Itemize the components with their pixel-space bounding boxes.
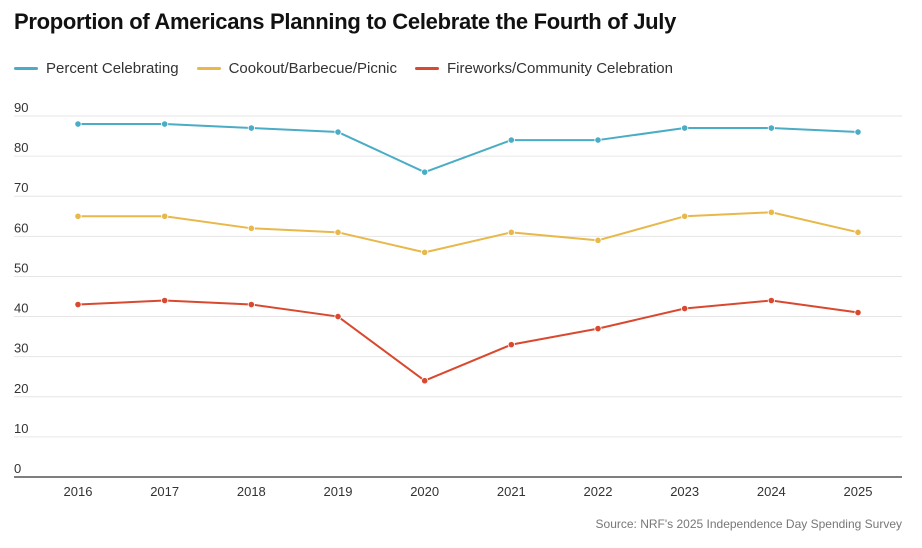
y-tick-label-80: 80 xyxy=(14,140,28,155)
series-cookout-barbecue-picnic xyxy=(74,208,862,256)
series-line-cookout-barbecue-picnic xyxy=(77,211,859,254)
data-point-fireworks-community-celebration-2020[interactable] xyxy=(421,377,429,385)
x-tick-label-2017: 2017 xyxy=(150,484,179,499)
data-point-percent-celebrating-2024[interactable] xyxy=(767,124,775,132)
data-point-cookout-barbecue-picnic-2024[interactable] xyxy=(767,208,775,216)
y-tick-label-30: 30 xyxy=(14,341,28,356)
data-point-fireworks-community-celebration-2017[interactable] xyxy=(161,296,169,305)
data-point-percent-celebrating-2020[interactable] xyxy=(421,168,429,176)
legend-item-fireworks: Fireworks/Community Celebration xyxy=(415,60,673,77)
legend-item-percent-celebrating: Percent Celebrating xyxy=(14,60,179,77)
legend-swatch-cookout xyxy=(196,67,221,70)
x-tick-label-2018: 2018 xyxy=(237,484,266,499)
data-point-percent-celebrating-2022[interactable] xyxy=(594,136,602,144)
y-tick-label-0: 0 xyxy=(14,461,21,476)
y-tick-label-60: 60 xyxy=(14,220,28,235)
data-point-cookout-barbecue-picnic-2016[interactable] xyxy=(74,212,82,220)
legend-swatch-percent-celebrating xyxy=(14,67,38,70)
data-point-fireworks-community-celebration-2022[interactable] xyxy=(594,324,602,333)
data-point-cookout-barbecue-picnic-2022[interactable] xyxy=(594,236,602,244)
y-tick-label-40: 40 xyxy=(14,301,28,316)
data-point-cookout-barbecue-picnic-2017[interactable] xyxy=(161,212,169,220)
series xyxy=(74,120,862,385)
x-tick-label-2016: 2016 xyxy=(64,484,93,499)
x-tick-label-2023: 2023 xyxy=(670,484,699,499)
legend-label-fireworks: Fireworks/Community Celebration xyxy=(447,60,673,77)
x-tick-label-2019: 2019 xyxy=(324,484,353,499)
data-point-fireworks-community-celebration-2018[interactable] xyxy=(247,300,255,309)
legend-label-percent-celebrating: Percent Celebrating xyxy=(46,60,179,77)
data-point-fireworks-community-celebration-2019[interactable] xyxy=(334,312,342,321)
y-tick-label-50: 50 xyxy=(14,260,28,275)
x-axis: 2016 2017 2018 2019 2020 2021 2022 2023 2024 2025 xyxy=(64,484,873,499)
series-line-percent-celebrating xyxy=(77,123,859,174)
y-tick-label-20: 20 xyxy=(14,381,28,396)
x-tick-label-2020: 2020 xyxy=(410,484,439,499)
data-point-percent-celebrating-2023[interactable] xyxy=(681,124,689,132)
series-percent-celebrating xyxy=(74,120,862,176)
data-point-percent-celebrating-2018[interactable] xyxy=(247,124,255,132)
data-point-fireworks-community-celebration-2025[interactable] xyxy=(854,308,862,317)
data-point-fireworks-community-celebration-2024[interactable] xyxy=(767,296,775,305)
data-point-cookout-barbecue-picnic-2023[interactable] xyxy=(681,212,689,220)
data-point-cookout-barbecue-picnic-2025[interactable] xyxy=(854,228,862,236)
data-point-cookout-barbecue-picnic-2019[interactable] xyxy=(334,228,342,236)
data-point-cookout-barbecue-picnic-2021[interactable] xyxy=(507,228,515,236)
data-point-percent-celebrating-2016[interactable] xyxy=(74,120,82,128)
x-tick-label-2022: 2022 xyxy=(584,484,613,499)
x-tick-label-2025: 2025 xyxy=(844,484,873,499)
data-point-cookout-barbecue-picnic-2020[interactable] xyxy=(421,248,429,256)
data-point-fireworks-community-celebration-2023[interactable] xyxy=(681,304,689,313)
legend-swatch-fireworks xyxy=(415,67,440,70)
y-tick-label-10: 10 xyxy=(14,421,28,436)
data-point-cookout-barbecue-picnic-2018[interactable] xyxy=(247,224,255,232)
data-point-fireworks-community-celebration-2021[interactable] xyxy=(507,341,515,349)
data-point-percent-celebrating-2021[interactable] xyxy=(507,136,515,144)
data-point-percent-celebrating-2025[interactable] xyxy=(854,128,862,136)
chart-title: Proportion of Americans Planning to Cele… xyxy=(14,9,677,34)
legend: Percent Celebrating Cookout/Barbecue/Pic… xyxy=(14,60,691,77)
data-point-percent-celebrating-2017[interactable] xyxy=(161,120,169,128)
y-axis: 0 10 20 30 40 50 60 70 80 90 xyxy=(14,100,28,476)
data-point-fireworks-community-celebration-2016[interactable] xyxy=(74,300,82,309)
y-tick-label-70: 70 xyxy=(14,180,28,195)
series-line-fireworks-community-celebration xyxy=(77,299,859,382)
legend-label-cookout: Cookout/Barbecue/Picnic xyxy=(228,60,398,77)
grid xyxy=(14,115,902,478)
x-tick-label-2021: 2021 xyxy=(497,484,526,499)
legend-item-cookout: Cookout/Barbecue/Picnic xyxy=(196,60,398,77)
data-point-percent-celebrating-2019[interactable] xyxy=(334,128,342,136)
series-fireworks-community-celebration xyxy=(74,296,862,385)
x-tick-label-2024: 2024 xyxy=(757,484,786,499)
y-tick-label-90: 90 xyxy=(14,100,28,115)
source-note: Source: NRF's 2025 Independence Day Spen… xyxy=(595,517,902,531)
